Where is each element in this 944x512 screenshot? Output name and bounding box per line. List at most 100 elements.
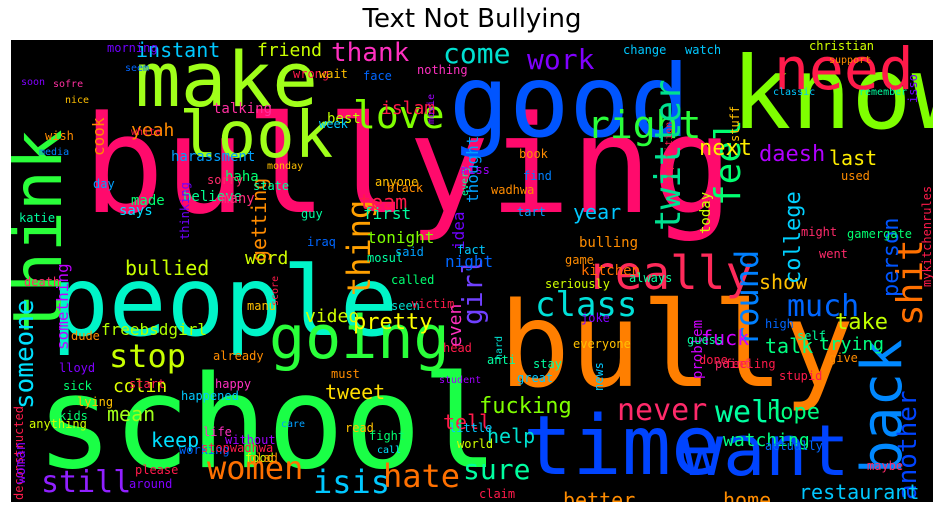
cloud-word-bullied: bullied — [125, 256, 210, 280]
cloud-word-never: never — [617, 393, 708, 428]
cloud-word-read: read — [345, 421, 374, 435]
cloud-word-fight: fight — [369, 429, 406, 443]
cloud-word-find: find — [523, 169, 552, 183]
cloud-word-going: going — [269, 303, 450, 373]
cloud-word-take: take — [835, 310, 888, 335]
cloud-word-news: news — [592, 361, 606, 391]
cloud-word-monday: monday — [267, 161, 304, 172]
cloud-word-daesh: daesh — [759, 142, 826, 167]
cloud-word-sick: sick — [63, 379, 92, 393]
cloud-word-fact: fact — [457, 243, 486, 257]
cloud-word-need: need — [774, 40, 914, 103]
cloud-word-around: around — [129, 477, 173, 491]
cloud-word-sofre: sofre — [53, 79, 84, 90]
cloud-word-media: media — [39, 147, 70, 158]
cloud-word-know: know — [731, 40, 933, 152]
cloud-word-stop: stop — [109, 337, 187, 375]
cloud-word-woman: woman — [13, 441, 29, 484]
cloud-word-isis: isis — [313, 463, 391, 501]
cloud-word-seem: seem — [125, 63, 150, 74]
cloud-word-wrong: wrong — [293, 67, 330, 81]
cloud-word-yeah: yeah — [131, 120, 175, 141]
cloud-word-people: people — [51, 246, 398, 358]
cloud-word-kids: kids — [59, 409, 88, 423]
cloud-word-week: week — [319, 117, 348, 131]
cloud-word-stuff: stuff — [728, 105, 742, 142]
cloud-word-wish: wish — [45, 129, 74, 143]
cloud-word-pretty: pretty — [353, 310, 433, 335]
cloud-word-book: book — [519, 147, 548, 161]
cloud-word-high: high — [765, 317, 794, 331]
cloud-word-student: student — [439, 375, 482, 386]
cloud-word-mosul: mosul — [367, 251, 404, 265]
cloud-word-cook: cook — [89, 117, 108, 157]
cloud-word-tart: tart — [517, 205, 546, 219]
cloud-word-movie: movie — [426, 93, 437, 124]
cloud-word-watch: watch — [685, 43, 722, 57]
cloud-word-little: little — [449, 421, 493, 435]
cloud-word-miss: miss — [461, 163, 490, 177]
cloud-word-katie: katie — [19, 211, 56, 225]
cloud-word-victim: victim — [411, 297, 455, 311]
cloud-word-tweet: tweet — [325, 380, 386, 404]
cloud-word-happened: happened — [181, 389, 239, 403]
cloud-word-done: done — [699, 353, 728, 367]
cloud-word-competition: competition — [664, 121, 675, 188]
cloud-word-maybe: maybe — [867, 459, 904, 473]
cloud-word-anyone: anyone — [375, 175, 419, 189]
cloud-word-says: says — [119, 203, 153, 219]
cloud-word-claim: claim — [479, 487, 516, 501]
cloud-word-morning: morning — [107, 41, 158, 55]
cloud-word-said: said — [395, 245, 424, 259]
cloud-word-call: call — [377, 445, 402, 456]
cloud-word-wadhwa: wadhwa — [491, 183, 535, 197]
cloud-word-help: help — [487, 424, 536, 448]
cloud-word-watching: watching — [723, 430, 810, 451]
cloud-word-night: night — [445, 252, 494, 271]
cloud-word-women: women — [207, 449, 304, 487]
cloud-word-iraq: iraq — [307, 235, 336, 249]
cloud-word-must: must — [331, 367, 360, 381]
cloud-word-work: work — [527, 43, 595, 76]
chart-title: Text Not Bullying — [362, 4, 582, 34]
cloud-word-went: went — [819, 247, 848, 261]
cloud-word-seen: seen — [391, 299, 420, 313]
cloud-word-video: video — [305, 306, 360, 327]
cloud-word-make: make — [135, 40, 319, 124]
cloud-word-talk: talk — [765, 334, 814, 358]
cloud-word-bullying: bullying — [83, 87, 734, 244]
cloud-word-fuck: fuck — [701, 326, 750, 350]
cloud-word-guy: guy — [301, 207, 323, 221]
cloud-word-always: always — [629, 271, 673, 285]
cloud-word-made: made — [131, 193, 165, 209]
cloud-word-manu: manu — [247, 299, 276, 313]
cloud-word-feeling: feeling — [725, 357, 776, 371]
cloud-word-first: first — [363, 204, 412, 223]
cloud-word-anti: anti — [487, 353, 516, 367]
cloud-word-classic: classic — [773, 87, 816, 98]
cloud-word-everyone: everyone — [573, 337, 631, 351]
cloud-word-well: well — [715, 395, 788, 430]
cloud-word-haha: haha — [225, 169, 259, 185]
cloud-word-believe: believe — [183, 189, 243, 205]
cloud-word-colin: colin — [113, 376, 168, 397]
cloud-word-instant: instant — [136, 40, 221, 62]
cloud-word-white: white — [131, 127, 162, 138]
cloud-word-mean: mean — [107, 402, 156, 426]
cloud-word-sure: sure — [463, 453, 531, 486]
cloud-word-restaurant: restaurant — [799, 480, 920, 502]
cloud-word-stay: stay — [533, 357, 562, 371]
cloud-word-give: give — [829, 351, 858, 365]
cloud-word-harassment: harassment — [171, 149, 256, 165]
cloud-word-thinking: thinking — [178, 181, 192, 240]
cloud-word-food: food — [245, 451, 274, 465]
cloud-word-nice: nice — [65, 95, 90, 106]
cloud-word-day: day — [93, 177, 115, 191]
cloud-word-self: self — [797, 329, 826, 343]
cloud-word-someone: someone — [11, 299, 40, 410]
cloud-word-without: without — [225, 433, 276, 447]
cloud-word-black: black — [387, 181, 424, 195]
cloud-word-next: next — [699, 136, 752, 161]
cloud-word-used: used — [841, 169, 870, 183]
